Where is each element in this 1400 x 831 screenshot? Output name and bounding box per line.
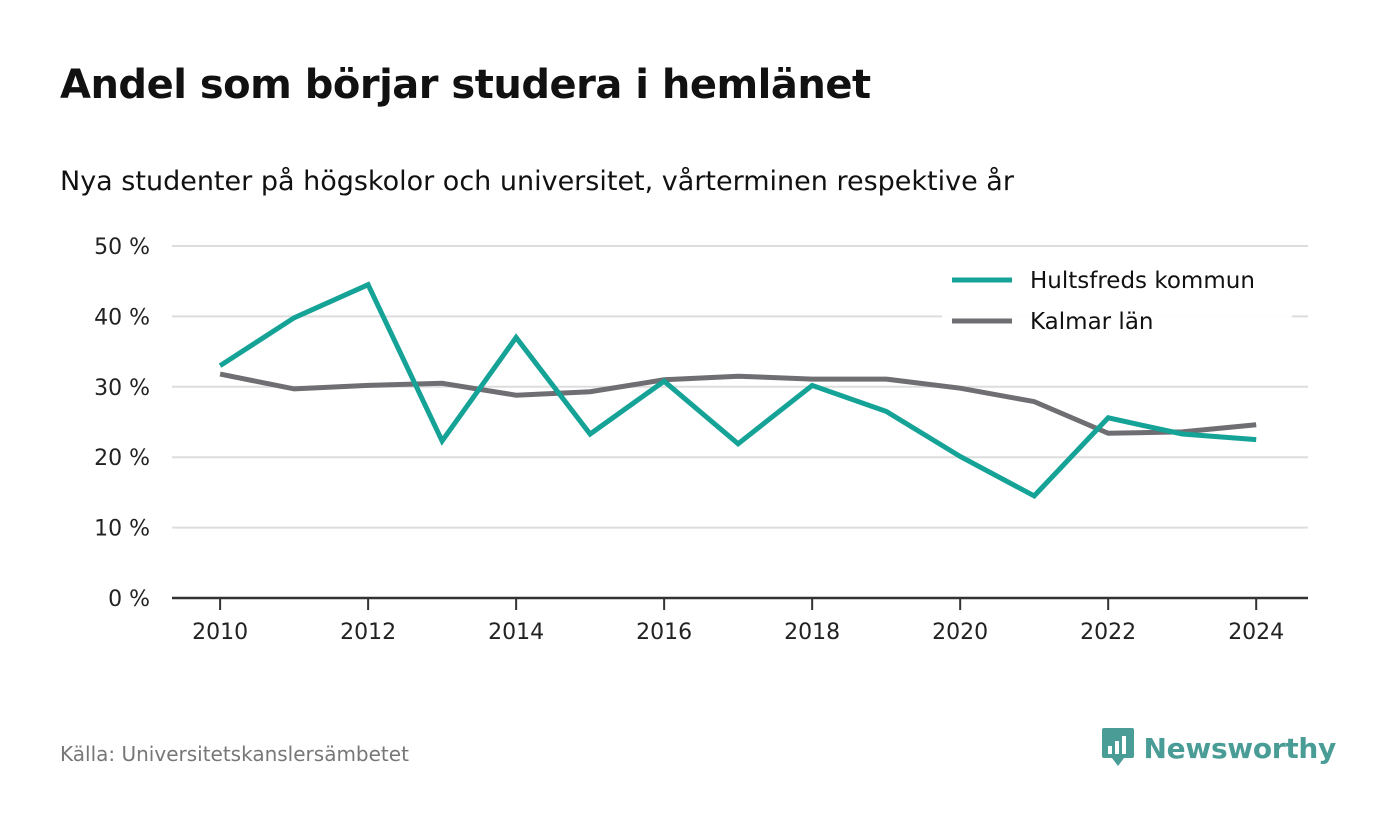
x-tick-label: 2018 <box>784 620 840 645</box>
x-tick-label: 2010 <box>192 620 248 645</box>
chart-title: Andel som börjar studera i hemlänet <box>60 62 871 108</box>
legend-background <box>942 256 1292 346</box>
y-tick-label: 20 % <box>94 446 150 471</box>
legend-label: Kalmar län <box>1030 309 1154 335</box>
x-tick-label: 2020 <box>932 620 988 645</box>
line-chart: 0 % 10 % 20 % 30 % 40 % 50 % 2010 2012 2014 2016 2… <box>94 235 1308 645</box>
x-tick-label: 2014 <box>488 620 544 645</box>
x-tick-label: 2022 <box>1080 620 1136 645</box>
y-tick-label: 0 % <box>108 587 150 612</box>
y-tick-label: 50 % <box>94 235 150 260</box>
y-tick-label: 10 % <box>94 517 150 542</box>
brand-name: Newsworthy <box>1143 731 1337 765</box>
y-tick-label: 40 % <box>94 305 150 330</box>
x-tick-label: 2012 <box>340 620 396 645</box>
brand-logo: Newsworthy <box>1100 726 1336 770</box>
legend-label: Hultsfreds kommun <box>1030 268 1255 294</box>
x-tick-label: 2024 <box>1228 620 1284 645</box>
chart-subtitle: Nya studenter på högskolor och universit… <box>60 166 1014 197</box>
source-note: Källa: Universitetskanslersämbetet <box>60 742 409 766</box>
x-tick-label: 2016 <box>636 620 692 645</box>
y-tick-label: 30 % <box>94 376 150 401</box>
newsworthy-logo-icon <box>1101 728 1134 766</box>
